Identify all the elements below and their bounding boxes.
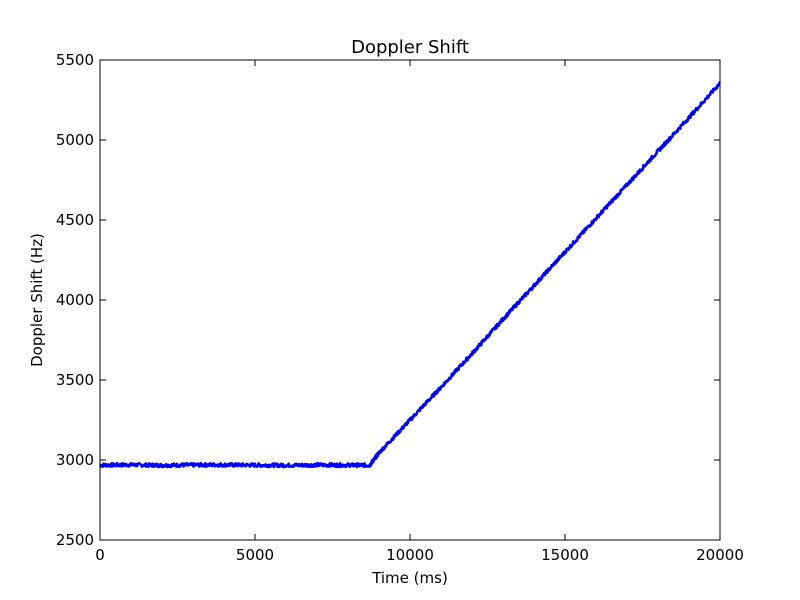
y-axis-label: Doppler Shift (Hz) (28, 233, 46, 367)
plot-frame (99, 59, 721, 541)
ticks-layer: 0 5000 10000 15000 20000 2500 3000 3500 4000 4500… (56, 51, 744, 564)
y-tick-label: 3500 (56, 371, 94, 389)
x-tick-label: 5000 (236, 546, 274, 564)
series-layer (99, 81, 721, 469)
chart-title: Doppler Shift (351, 37, 469, 58)
y-tick-label: 5500 (56, 51, 94, 69)
y-tick-label: 2500 (56, 531, 94, 549)
y-tick-label: 3000 (56, 451, 94, 469)
x-tick-label: 20000 (696, 546, 744, 564)
y-tick-label: 4000 (56, 291, 94, 309)
x-tick-label: 15000 (541, 546, 589, 564)
x-tick-label: 10000 (386, 546, 434, 564)
x-tick-label: 0 (95, 546, 105, 564)
x-axis-label: Time (ms) (371, 569, 448, 587)
doppler-series-line (99, 81, 721, 469)
y-tick-label: 4500 (56, 211, 94, 229)
y-tick-label: 5000 (56, 131, 94, 149)
